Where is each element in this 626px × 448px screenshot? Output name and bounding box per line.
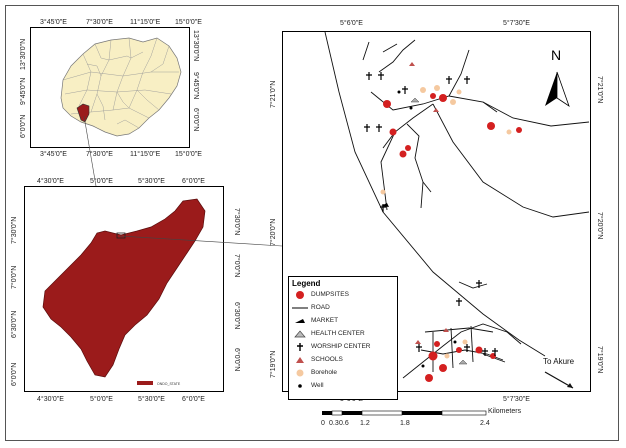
legend-item-schools: SCHOOLS [289,353,397,366]
st-right-tick-2: 7°0'0"N [233,254,240,278]
ng-left-tick-2: 9°45'0"N [20,77,27,105]
dumpsite-icon [296,290,304,299]
worship-markers [364,72,498,356]
nigeria-inset-map [30,27,190,148]
ng-bottom-tick-1: 3°45'0"E [40,151,67,158]
ng-left-tick-1: 13°30'0"N [20,38,27,70]
st-left-tick-4: 6°0'0"N [11,362,18,386]
north-label: N [551,47,561,63]
legend-item-well: Well [289,379,397,392]
ng-top-tick-4: 15°0'0"E [175,19,202,26]
scale-label-4: 1.8 [400,420,410,427]
health-markers [410,97,468,365]
legend-label-road: ROAD [311,304,330,311]
legend-label-market: MARKET [311,317,339,324]
ng-top-tick-2: 7°30'0"E [86,19,113,26]
legend-item-worship: WORSHIP CENTER [289,340,397,353]
legend-title: Legend [292,279,321,288]
nigeria-outline [60,37,182,137]
main-right-tick-1: 7°21'0"N [596,76,603,104]
ondo-state-outline: ONDO_STATE [42,198,206,386]
st-left-tick-3: 6°30'0"N [11,310,18,338]
legend-label-borehole: Borehole [311,369,338,376]
well-icon [298,383,302,388]
health-center-icon [294,330,306,338]
state-inset-map: ONDO_STATE [24,186,224,392]
legend-label-worship: WORSHIP CENTER [311,343,371,350]
st-left-tick-1: 7°30'0"N [11,216,18,244]
study-area-map: N To Akure [282,31,591,392]
well-markers [397,90,457,368]
st-top-tick-4: 6°0'0"E [182,178,205,185]
state-legend-label: ONDO_STATE [157,382,181,386]
main-right-tick-2: 7°20'0"N [596,212,603,240]
north-arrow [545,71,570,107]
market-marker [381,203,389,207]
market-icon [295,318,305,323]
main-bottom-tick-2: 5°7'30"E [503,396,530,403]
st-right-tick-3: 6°30'0"N [233,302,240,330]
st-top-tick-3: 5°30'0"E [138,178,165,185]
st-top-tick-2: 5°0'0"E [90,178,113,185]
ng-right-tick-3: 6°0'0"N [192,108,199,132]
scale-label-1: 0.3 [329,420,339,427]
st-bottom-tick-2: 5°0'0"E [90,396,113,403]
scale-label-5: 2.4 [480,420,490,427]
main-left-tick-3: 7°19'0"N [270,350,277,378]
scale-unit: Kilometers [488,408,522,415]
road-line-icon [292,307,308,308]
st-bottom-tick-3: 5°30'0"E [138,396,165,403]
ng-top-tick-1: 3°45'0"E [40,19,67,26]
state-legend-swatch [137,381,153,385]
ng-right-tick-1: 13°30'0"N [192,30,199,62]
scale-label-0: 0 [321,420,325,427]
st-bottom-tick-1: 4°30'0"E [37,396,64,403]
main-left-tick-2: 7°20'0"N [270,218,277,246]
dumpsite-markers [383,93,522,382]
legend-item-borehole: Borehole [289,366,397,379]
st-right-tick-1: 7°30'0"N [233,208,240,236]
scale-label-3: 1.2 [360,420,370,427]
legend-label-well: Well [311,382,324,389]
ng-right-tick-2: 9°45'0"N [192,72,199,100]
school-markers [409,62,449,344]
ng-bottom-tick-2: 7°30'0"E [86,151,113,158]
main-right-tick-3: 7°19'0"N [596,346,603,374]
school-icon [296,357,304,363]
main-top-tick-2: 5°7'30"E [503,20,530,27]
borehole-icon [296,369,304,376]
main-left-tick-1: 7°21'0"N [270,80,277,108]
legend-label-health: HEALTH CENTER [311,330,365,337]
legend-item-dumpsites: DUMPSITES [289,288,397,301]
scale-bar [322,410,487,416]
road-network: N To Akure [324,31,590,389]
map-legend: Legend DUMPSITES ROAD MARKET HEALTH CENT… [288,276,398,400]
st-right-tick-4: 6°0'0"N [233,348,240,372]
legend-label-dumpsites: DUMPSITES [311,291,349,298]
legend-item-market: MARKET [289,314,397,327]
st-left-tick-2: 7°0'0"N [11,265,18,289]
borehole-markers [380,85,512,359]
ng-bottom-tick-3: 11°15'0"E [130,151,161,158]
main-top-tick-1: 5°6'0"E [340,20,363,27]
ng-bottom-tick-4: 15°0'0"E [175,151,202,158]
st-top-tick-1: 4°30'0"E [37,178,64,185]
worship-center-icon [297,342,303,351]
destination-label: To Akure [543,357,575,366]
legend-item-health: HEALTH CENTER [289,327,397,340]
ng-left-tick-3: 6°0'0"N [20,114,27,138]
st-bottom-tick-4: 6°0'0"E [182,396,205,403]
legend-item-road: ROAD [289,301,397,314]
scale-label-2: 0.6 [339,420,349,427]
legend-label-schools: SCHOOLS [311,356,343,363]
ng-top-tick-3: 11°15'0"E [130,19,161,26]
